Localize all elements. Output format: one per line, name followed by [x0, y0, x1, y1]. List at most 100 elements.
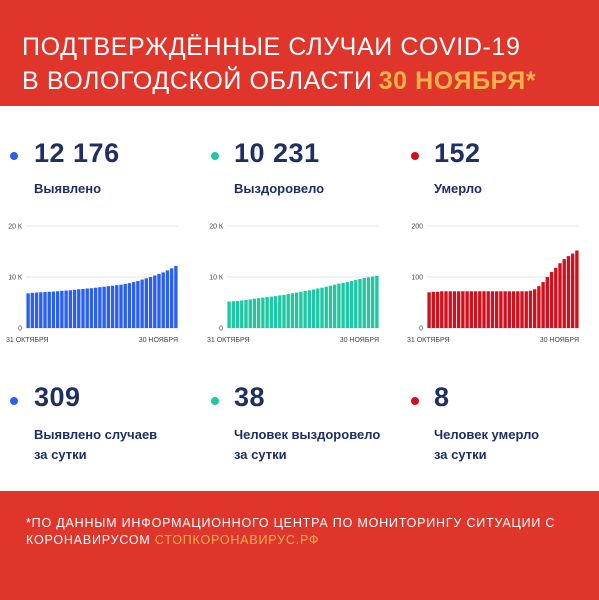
- bar-detected-15: [85, 288, 89, 328]
- x-tick-label-end: 30 НОЯБРЯ: [340, 337, 379, 344]
- bar-deaths-1: [427, 292, 431, 328]
- bar-recovered-22: [316, 288, 320, 328]
- bar-recovered-31: [354, 280, 358, 328]
- source-note-text: *ПО ДАННЫМ ИНФОРМАЦИОННОГО ЦЕНТРА ПО МОН…: [26, 516, 556, 547]
- bar-detected-29: [144, 278, 149, 328]
- bar-detected-7: [51, 291, 56, 328]
- bar-recovered-3: [235, 300, 240, 328]
- bar-recovered-15: [286, 294, 290, 328]
- bar-detected-24: [123, 283, 127, 328]
- bar-recovered-14: [282, 294, 286, 328]
- bar-recovered-28: [341, 282, 345, 328]
- daily-value-recovered: 38: [234, 382, 266, 412]
- bar-recovered-19: [303, 291, 307, 328]
- bar-deaths-15: [486, 291, 490, 328]
- bar-deaths-18: [499, 291, 503, 328]
- bar-recovered-34: [366, 277, 371, 328]
- bar-recovered-9: [261, 297, 265, 328]
- bar-recovered-18: [299, 291, 303, 328]
- bar-detected-35: [169, 268, 174, 328]
- daily-label-deaths-line2: за сутки: [434, 447, 487, 462]
- bar-recovered-1: [227, 301, 231, 328]
- bar-deaths-20: [507, 291, 512, 328]
- bar-deaths-31: [554, 267, 558, 328]
- bar-recovered-13: [278, 295, 282, 328]
- footer-banner: *ПО ДАННЫМ ИНФОРМАЦИОННОГО ЦЕНТРА ПО МОН…: [0, 491, 599, 600]
- bar-detected-9: [60, 290, 64, 328]
- bar-detected-30: [148, 277, 153, 328]
- title-line-2: В ВОЛОГОДСКОЙ ОБЛАСТИ 30 НОЯБРЯ*: [22, 66, 536, 96]
- bar-recovered-23: [320, 287, 324, 328]
- bar-deaths-8: [456, 291, 461, 328]
- y-tick-label: 0: [18, 326, 22, 333]
- bar-detected-16: [89, 288, 94, 328]
- bar-recovered-17: [294, 292, 299, 328]
- bar-detected-11: [68, 290, 73, 328]
- x-tick-label-start: 31 ОКТЯБРЯ: [6, 337, 49, 344]
- stat-label-detected: Выявлено: [34, 181, 102, 196]
- bar-recovered-24: [324, 286, 328, 328]
- bar-deaths-6: [448, 291, 452, 328]
- bar-detected-17: [93, 287, 98, 328]
- source-note: *ПО ДАННЫМ ИНФОРМАЦИОННОГО ЦЕНТРА ПО МОН…: [26, 515, 586, 549]
- title-line-1: ПОДТВЕРЖДЁННЫЕ СЛУЧАИ COVID-19: [22, 33, 521, 61]
- x-tick-label-end: 30 НОЯБРЯ: [139, 337, 178, 344]
- bar-deaths-4: [440, 291, 444, 328]
- stat-dot-deaths: [411, 152, 419, 160]
- bar-recovered-30: [349, 281, 354, 328]
- daily-label-recovered-line2: за сутки: [234, 447, 287, 462]
- chart-deaths: 0 100 200 31 ОКТЯБРЯ 30 НОЯБРЯ: [405, 218, 585, 348]
- bar-deaths-10: [465, 291, 469, 328]
- chart-deaths-svg: 0 100 200 31 ОКТЯБРЯ 30 НОЯБРЯ: [407, 224, 579, 344]
- bar-deaths-19: [503, 291, 507, 328]
- bar-detected-14: [81, 288, 85, 328]
- y-tick-label: 200: [411, 224, 423, 231]
- bar-recovered-26: [332, 284, 337, 328]
- bar-recovered-27: [337, 283, 341, 328]
- bar-recovered-16: [290, 293, 295, 328]
- bar-detected-20: [106, 286, 111, 328]
- daily-dot-recovered: [211, 397, 219, 405]
- chart-recovered-svg: 0 10 К 20 К 31 ОКТЯБРЯ 30 НОЯБРЯ: [207, 224, 379, 344]
- bar-recovered-10: [265, 297, 269, 328]
- bar-deaths-12: [473, 291, 478, 328]
- daily-label-detected-line2: за сутки: [34, 447, 87, 462]
- chart-detected: 0 10 К 20 К 31 ОКТЯБРЯ 30 НОЯБРЯ: [4, 218, 184, 348]
- bar-deaths-14: [482, 291, 486, 328]
- chart-detected-svg: 0 10 К 20 К 31 ОКТЯБРЯ 30 НОЯБРЯ: [6, 224, 178, 344]
- daily-dot-detected: [10, 397, 18, 405]
- header-banner: ПОДТВЕРЖДЁННЫЕ СЛУЧАИ COVID-19 В ВОЛОГОД…: [0, 0, 599, 106]
- bar-detected-10: [64, 290, 68, 328]
- bar-recovered-20: [307, 290, 312, 328]
- bar-detected-36: [174, 265, 178, 328]
- bar-detected-32: [157, 273, 161, 328]
- bar-deaths-32: [558, 263, 562, 328]
- stat-label-deaths: Умерло: [434, 181, 482, 196]
- daily-label-deaths-line1: Человек умерло: [434, 427, 540, 442]
- chart-recovered: 0 10 К 20 К 31 ОКТЯБРЯ 30 НОЯБРЯ: [205, 218, 385, 348]
- bar-detected-13: [77, 289, 81, 328]
- title-date: 30 НОЯБРЯ*: [378, 67, 537, 95]
- daily-label-recovered-line1: Человек выздоровело: [234, 427, 381, 442]
- daily-value-deaths: 8: [434, 382, 450, 412]
- bar-detected-2: [30, 292, 35, 328]
- bar-detected-4: [39, 292, 43, 328]
- bar-deaths-30: [549, 271, 554, 328]
- bar-deaths-34: [566, 256, 571, 328]
- stat-value-deaths: 152: [434, 138, 481, 168]
- bar-recovered-7: [252, 298, 257, 328]
- bar-deaths-22: [516, 291, 520, 328]
- bar-deaths-16: [490, 291, 495, 328]
- bar-deaths-11: [469, 291, 474, 328]
- bar-deaths-29: [545, 277, 550, 328]
- stat-value-detected: 12 176: [34, 138, 120, 168]
- bar-recovered-32: [358, 279, 362, 328]
- bar-detected-21: [110, 285, 115, 328]
- bar-deaths-17: [494, 291, 499, 328]
- source-link[interactable]: СТОПКОРОНАВИРУС.РФ: [154, 533, 320, 547]
- bar-recovered-35: [370, 276, 375, 328]
- bar-recovered-21: [311, 289, 316, 328]
- daily-dot-deaths: [411, 397, 419, 405]
- bar-deaths-24: [524, 291, 528, 328]
